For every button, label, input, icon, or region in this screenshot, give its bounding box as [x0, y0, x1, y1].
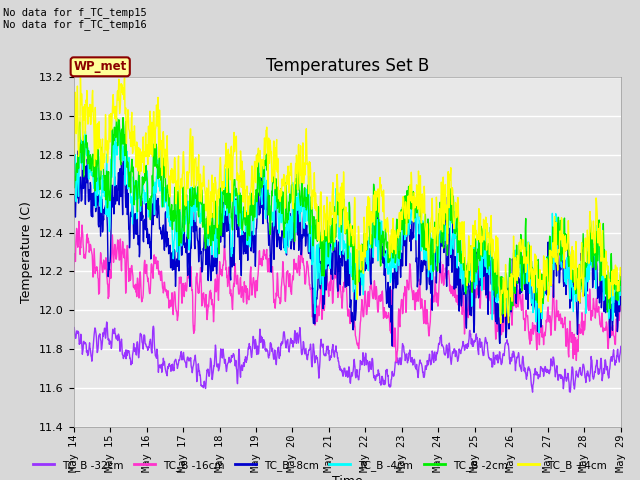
X-axis label: Time: Time [332, 475, 363, 480]
Title: Temperatures Set B: Temperatures Set B [266, 57, 429, 75]
Y-axis label: Temperature (C): Temperature (C) [20, 201, 33, 303]
Text: WP_met: WP_met [74, 60, 127, 73]
Text: No data for f_TC_temp16: No data for f_TC_temp16 [3, 19, 147, 30]
Legend: TC_B -32cm, TC_B -16cm, TC_B -8cm, TC_B -4cm, TC_B -2cm, TC_B +4cm: TC_B -32cm, TC_B -16cm, TC_B -8cm, TC_B … [29, 456, 611, 475]
Text: No data for f_TC_temp15: No data for f_TC_temp15 [3, 7, 147, 18]
